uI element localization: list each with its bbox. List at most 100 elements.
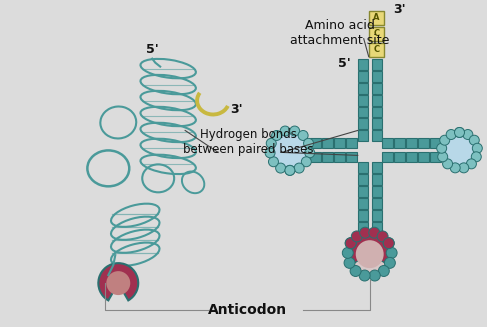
Text: 5': 5': [146, 43, 159, 56]
Circle shape: [276, 163, 285, 173]
Circle shape: [345, 238, 356, 249]
Bar: [406, 138, 416, 148]
Circle shape: [272, 130, 281, 141]
Circle shape: [265, 148, 275, 158]
Bar: [430, 138, 441, 148]
Bar: [382, 152, 393, 163]
Circle shape: [348, 232, 392, 276]
Circle shape: [472, 143, 482, 153]
Bar: [358, 95, 368, 106]
Circle shape: [443, 133, 476, 167]
Bar: [358, 186, 368, 197]
Bar: [372, 118, 382, 129]
Bar: [346, 152, 357, 163]
Bar: [372, 186, 382, 197]
Circle shape: [467, 159, 476, 169]
Text: 3': 3': [393, 3, 406, 16]
Bar: [372, 59, 382, 70]
Bar: [372, 107, 382, 117]
Bar: [358, 210, 368, 221]
Circle shape: [454, 128, 465, 137]
Circle shape: [268, 157, 279, 167]
Circle shape: [285, 165, 295, 175]
Circle shape: [377, 231, 388, 242]
Bar: [430, 152, 441, 163]
Text: Amino acid
attachment site: Amino acid attachment site: [290, 19, 390, 47]
Bar: [393, 152, 405, 163]
Bar: [322, 138, 333, 148]
Circle shape: [301, 157, 311, 167]
Bar: [322, 152, 333, 163]
Bar: [310, 138, 321, 148]
Circle shape: [303, 138, 314, 148]
Circle shape: [383, 238, 394, 249]
Circle shape: [344, 257, 355, 268]
Text: C: C: [373, 45, 379, 54]
Bar: [406, 152, 416, 163]
Bar: [358, 130, 368, 142]
Bar: [417, 138, 429, 148]
Circle shape: [471, 152, 481, 162]
Circle shape: [438, 152, 448, 162]
Bar: [369, 11, 384, 25]
Circle shape: [266, 138, 276, 148]
Circle shape: [280, 126, 290, 136]
Circle shape: [271, 131, 309, 169]
Bar: [372, 163, 382, 173]
Circle shape: [446, 129, 456, 140]
Wedge shape: [98, 263, 138, 301]
Circle shape: [345, 238, 356, 249]
Circle shape: [298, 130, 308, 141]
Circle shape: [378, 266, 389, 276]
Circle shape: [351, 231, 362, 242]
Circle shape: [440, 135, 450, 145]
Bar: [358, 107, 368, 117]
Circle shape: [463, 129, 473, 140]
Bar: [372, 174, 382, 185]
Bar: [358, 198, 368, 209]
Circle shape: [369, 270, 380, 281]
Text: C: C: [373, 29, 379, 38]
Bar: [358, 222, 368, 233]
Bar: [334, 152, 345, 163]
Circle shape: [359, 270, 370, 281]
Text: 5': 5': [338, 57, 351, 70]
Circle shape: [384, 257, 395, 268]
Bar: [372, 83, 382, 94]
Circle shape: [350, 266, 361, 276]
Bar: [346, 138, 357, 148]
Bar: [372, 222, 382, 233]
Circle shape: [386, 248, 397, 258]
Bar: [369, 43, 384, 57]
Circle shape: [459, 163, 469, 173]
Circle shape: [469, 135, 479, 145]
Circle shape: [450, 163, 460, 173]
Circle shape: [454, 128, 465, 137]
Circle shape: [369, 227, 380, 238]
Text: Hydrogen bonds
between paired bases: Hydrogen bonds between paired bases: [183, 129, 313, 156]
Text: A: A: [373, 13, 379, 22]
Circle shape: [383, 238, 394, 249]
Circle shape: [294, 163, 304, 173]
Bar: [358, 118, 368, 129]
Bar: [334, 138, 345, 148]
Bar: [372, 95, 382, 106]
Bar: [372, 198, 382, 209]
Bar: [358, 83, 368, 94]
Circle shape: [437, 143, 447, 153]
Bar: [382, 138, 393, 148]
Bar: [358, 71, 368, 81]
Circle shape: [356, 240, 384, 268]
Bar: [372, 71, 382, 81]
Circle shape: [290, 126, 300, 136]
Text: 3': 3': [230, 104, 243, 116]
Bar: [358, 163, 368, 173]
Circle shape: [342, 248, 353, 258]
Wedge shape: [348, 232, 392, 265]
Bar: [369, 27, 384, 41]
Bar: [372, 130, 382, 142]
Bar: [358, 59, 368, 70]
Circle shape: [285, 165, 295, 175]
Circle shape: [360, 227, 371, 238]
Bar: [372, 210, 382, 221]
